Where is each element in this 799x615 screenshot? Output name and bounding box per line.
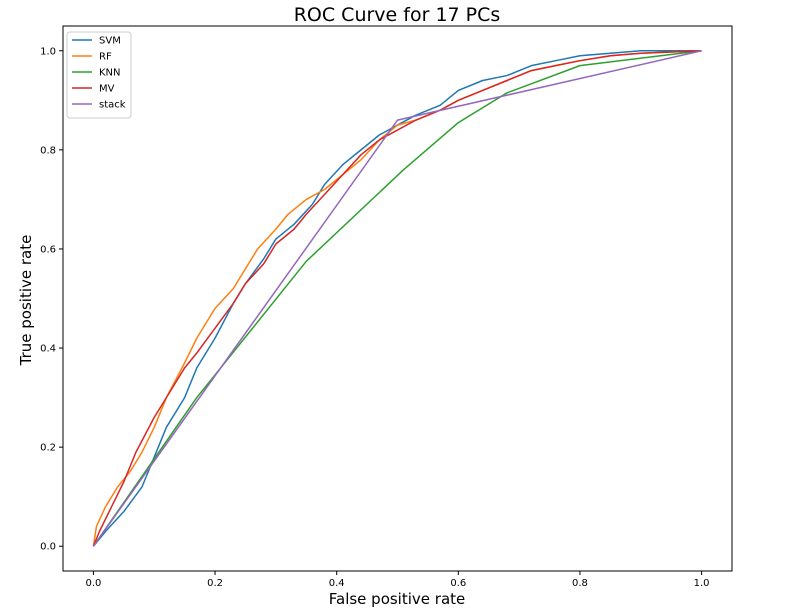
series-line-stack (92, 50, 702, 547)
series-line-svm (92, 50, 702, 547)
y-tick-label: 0.0 (40, 542, 56, 553)
plot-frame (62, 25, 733, 572)
legend-label-knn: KNN (99, 68, 121, 79)
legend-box (66, 31, 132, 119)
x-tick-label: 0.4 (329, 578, 345, 589)
legend-label-rf: RF (99, 52, 112, 63)
y-tick-label: 0.8 (40, 145, 56, 156)
legend: SVM RF KNN MV stack (66, 31, 132, 119)
series-line-mv (92, 50, 702, 547)
y-tick-label: 1.0 (40, 46, 56, 57)
x-tick-label: 1.0 (694, 578, 710, 589)
legend-label-stack: stack (99, 100, 126, 111)
x-tick-label: 0.6 (450, 578, 466, 589)
y-axis-title: True positive rate (17, 235, 35, 367)
plot-area (62, 25, 733, 572)
legend-label-mv: MV (99, 84, 115, 95)
chart-title: ROC Curve for 17 PCs (294, 4, 501, 26)
y-tick-label: 0.2 (40, 443, 56, 454)
x-tick-label: 0.8 (572, 578, 588, 589)
y-tick-label: 0.4 (40, 344, 56, 355)
y-axis: 0.0 0.2 0.4 0.6 0.8 1.0 (40, 46, 63, 553)
x-tick-label: 0.0 (85, 578, 101, 589)
series-line-rf (92, 50, 702, 547)
x-axis-title: False positive rate (329, 590, 466, 608)
y-tick-label: 0.6 (40, 244, 56, 255)
x-tick-label: 0.2 (207, 578, 223, 589)
legend-label-svm: SVM (99, 36, 121, 47)
x-axis: 0.0 0.2 0.4 0.6 0.8 1.0 (85, 571, 710, 589)
